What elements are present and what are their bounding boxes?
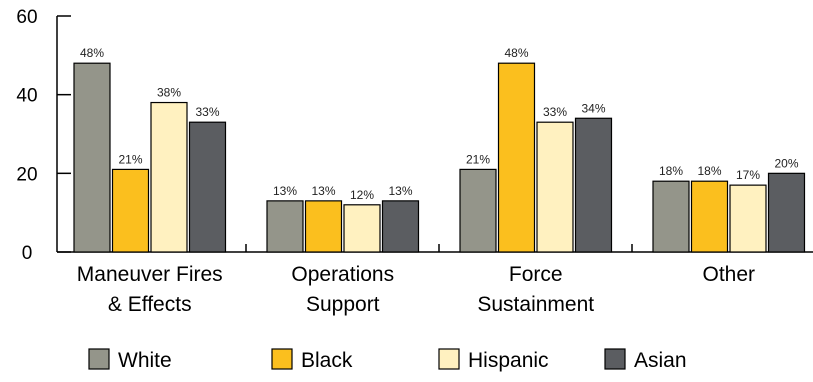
bar-black-1 [304,200,343,253]
bar-black-0 [111,168,150,253]
bar-hispanic-1 [343,204,381,253]
data-label-black-1: 13% [311,184,335,198]
legend-label-hispanic: Hispanic [468,349,549,372]
category-label: Maneuver Fires [77,263,223,286]
data-label-white-3: 18% [659,164,683,178]
data-label-black-0: 21% [118,152,142,166]
data-label-hispanic-0: 38% [157,86,181,100]
category-label: Force [509,263,563,286]
bar-asian-2 [574,117,613,253]
legend-label-asian: Asian [634,349,687,372]
category-label: Support [306,293,380,316]
x-axis: Maneuver Fires & Effects Operations Support… [57,244,813,316]
data-label-asian-0: 33% [195,105,219,119]
legend: White Black Hispanic Asian [88,348,687,372]
category-label: Operations [291,263,394,286]
data-label-hispanic-3: 17% [736,168,760,182]
bar-white-2 [459,168,497,253]
bar-white-0 [73,62,111,253]
y-axis: 0 20 40 60 [16,7,71,264]
data-label-white-1: 13% [273,184,297,198]
y-tick-label: 60 [16,7,37,28]
legend-label-white: White [118,349,172,372]
category-label: Sustainment [477,293,594,316]
data-label-asian-2: 34% [581,101,605,115]
data-labels: 48% 13% 21% 18% 21% 13% 48% 18% 38% 12% 33% 17% 33% 1… [80,46,799,202]
y-tick-label: 0 [22,243,33,264]
y-tick-label: 40 [16,86,37,107]
data-label-white-2: 21% [466,152,490,166]
bar-hispanic-0 [150,101,188,253]
legend-label-black: Black [301,349,353,372]
data-label-asian-1: 13% [388,184,412,198]
bar-hispanic-2 [536,121,574,253]
data-label-asian-3: 20% [774,156,798,170]
bar-white-1 [266,200,304,253]
data-label-hispanic-1: 12% [350,188,374,202]
y-tick-label: 20 [16,164,37,185]
legend-swatch-black [271,348,293,370]
bar-white-3 [652,180,690,253]
category-label: Other [702,263,755,286]
bar-hispanic-3 [729,184,767,253]
legend-swatch-hispanic [438,348,460,370]
bar-black-2 [497,62,536,253]
data-label-hispanic-2: 33% [543,105,567,119]
bar-black-3 [690,180,729,253]
bar-asian-1 [381,200,420,253]
data-label-black-2: 48% [504,46,528,60]
data-label-white-0: 48% [80,46,104,60]
category-label: & Effects [108,293,192,316]
legend-swatch-asian [604,348,626,370]
bar-asian-3 [767,172,806,253]
bar-asian-0 [188,121,227,253]
bars [73,62,806,253]
data-label-black-3: 18% [697,164,721,178]
legend-swatch-white [88,348,110,370]
